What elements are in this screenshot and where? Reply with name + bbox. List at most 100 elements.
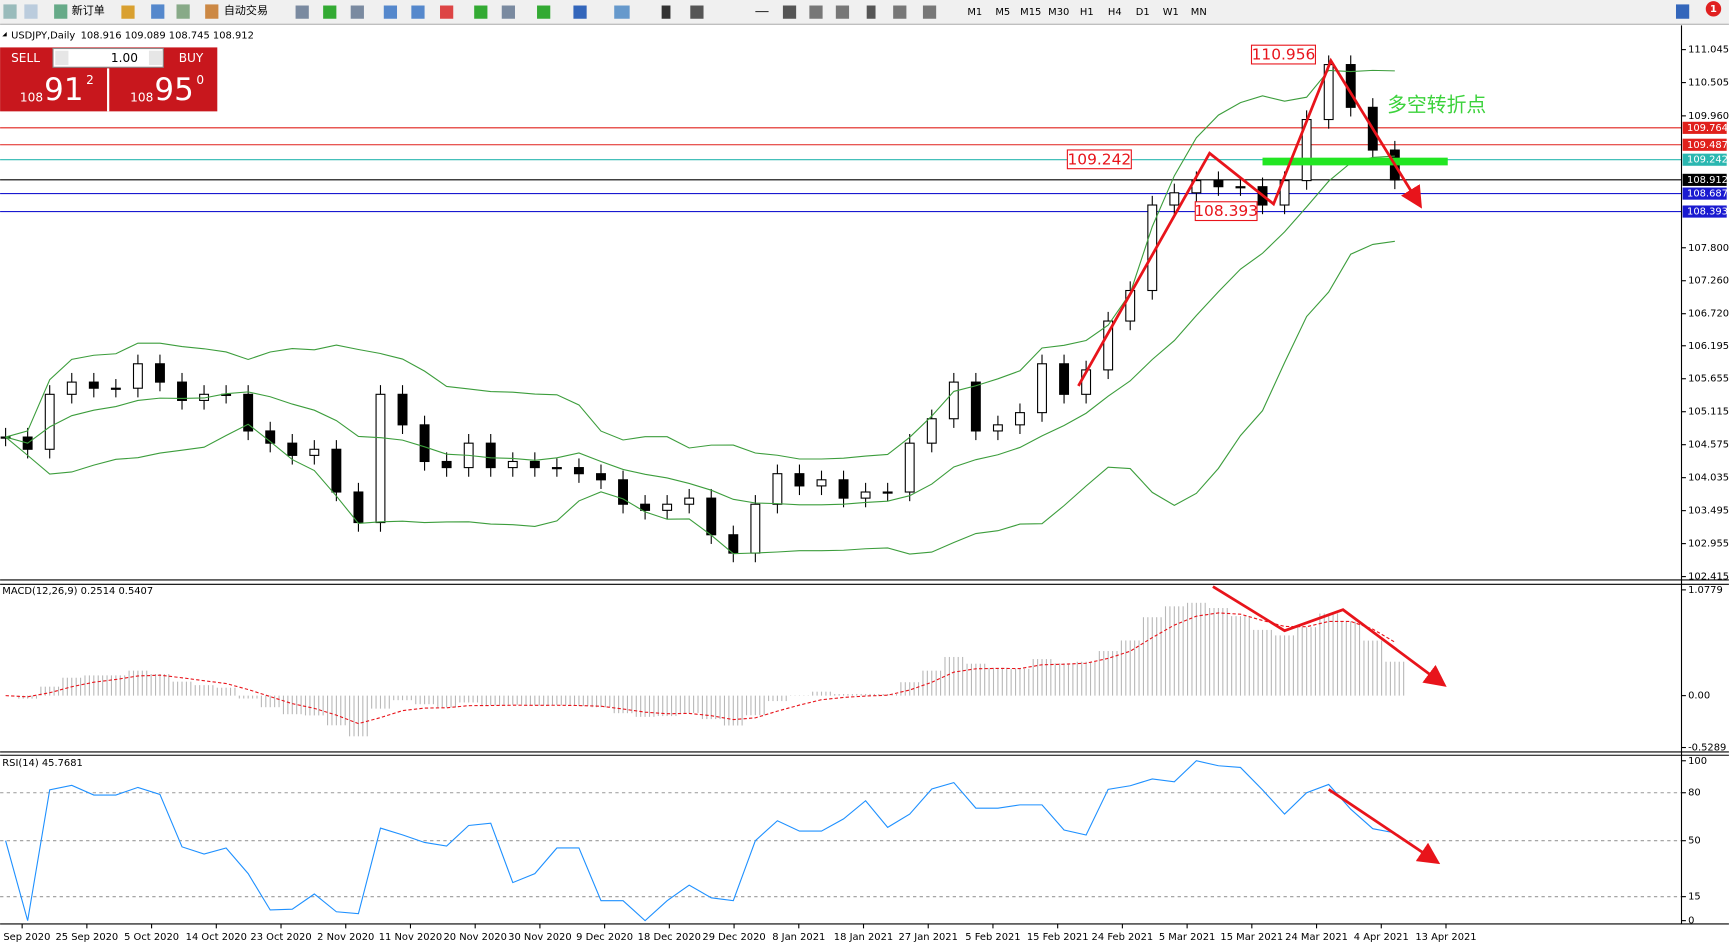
timeframe-button[interactable]: D1 <box>1136 7 1150 18</box>
price-tag-label: 109.487 <box>1687 140 1728 151</box>
timeframe-button[interactable]: H1 <box>1080 7 1094 18</box>
candle <box>573 467 584 475</box>
timeframe-button[interactable]: M15 <box>1020 7 1041 18</box>
buy-price-big[interactable]: 95 <box>154 72 193 108</box>
rsi-label: RSI(14) 45.7681 <box>2 758 83 769</box>
collapse-triangle[interactable] <box>2 31 7 37</box>
y-tick-label: 106.195 <box>1688 341 1729 352</box>
candle <box>243 393 254 432</box>
candle <box>110 387 121 390</box>
timeframe-button[interactable]: M5 <box>995 7 1010 18</box>
candle <box>132 363 143 389</box>
x-tick-label: 15 Mar 2021 <box>1220 932 1283 943</box>
timeframe-button[interactable]: H4 <box>1108 7 1122 18</box>
rsi-tick-label: 100 <box>1688 756 1707 767</box>
candle <box>155 363 165 383</box>
x-tick-label: 24 Mar 2021 <box>1285 932 1348 943</box>
x-tick-label: 23 Oct 2020 <box>250 932 311 943</box>
y-tick-label: 105.655 <box>1688 374 1729 385</box>
price-tag-label: 109.764 <box>1687 123 1728 134</box>
rsi-tick-label: 50 <box>1688 836 1701 847</box>
price-tag <box>1682 205 1727 218</box>
y-tick-label: 110.505 <box>1688 78 1729 89</box>
y-tick-label: 104.575 <box>1688 440 1729 451</box>
one-click-panel: SELL 1.00 BUY 108 91 2 108 95 0 <box>0 47 218 112</box>
timeframe-button[interactable]: M1 <box>967 7 982 18</box>
x-tick-label: 29 Dec 2020 <box>702 932 765 943</box>
candle <box>640 503 651 511</box>
candle <box>706 497 717 536</box>
candle <box>66 381 77 395</box>
auto-trading-button[interactable]: 自动交易 <box>224 3 268 17</box>
candle <box>265 430 276 444</box>
lot-size[interactable]: 1.00 <box>111 51 138 65</box>
timeframe-button[interactable]: W1 <box>1163 7 1179 18</box>
candle <box>1213 180 1224 188</box>
x-tick-label: 15 Feb 2021 <box>1027 932 1089 943</box>
y-tick-label: 107.800 <box>1688 243 1729 254</box>
x-tick-label: 8 Jan 2021 <box>772 932 825 943</box>
candle <box>860 491 871 499</box>
candle <box>992 424 1003 432</box>
x-tick-label: 5 Oct 2020 <box>124 932 179 943</box>
candle <box>596 473 606 481</box>
lot-decrease[interactable] <box>55 50 69 66</box>
sell-button[interactable]: SELL <box>11 51 40 65</box>
macd-signal <box>5 612 1396 725</box>
x-tick-label: 4 Apr 2021 <box>1354 932 1409 943</box>
candle <box>1103 320 1114 371</box>
candle <box>44 393 55 450</box>
buy-button[interactable]: BUY <box>179 51 204 65</box>
price-tag-label: 108.912 <box>1687 175 1728 186</box>
rsi-tick-label: 80 <box>1688 788 1701 799</box>
new-order-button[interactable]: 新订单 <box>72 3 105 17</box>
sell-price-prefix[interactable]: 108 <box>20 91 43 105</box>
sell-price-big[interactable]: 91 <box>44 72 83 108</box>
candle <box>331 448 342 493</box>
candle <box>1015 412 1025 426</box>
candle <box>662 503 673 511</box>
candle <box>177 381 187 401</box>
y-tick-label: 105.115 <box>1688 407 1729 418</box>
toolbar-icons <box>3 4 1690 19</box>
rsi-line <box>5 760 1395 922</box>
candle <box>529 460 540 469</box>
timeframe-button[interactable]: M30 <box>1048 7 1069 18</box>
x-tick-label: 5 Mar 2021 <box>1159 932 1216 943</box>
buy-price-prefix[interactable]: 108 <box>130 91 153 105</box>
timeframe-button[interactable]: MN <box>1191 7 1207 18</box>
peak-label: 110.956 <box>1252 46 1316 64</box>
price-tag <box>1682 121 1727 134</box>
candle <box>1059 363 1070 395</box>
x-tick-label: 5 Feb 2021 <box>965 932 1020 943</box>
x-tick-label: 14 Oct 2020 <box>186 932 247 943</box>
rsi-tick-label: 0 <box>1688 916 1694 927</box>
y-tick-label: 104.035 <box>1688 473 1729 484</box>
x-tick-label: 18 Jan 2021 <box>834 932 893 943</box>
candle <box>1169 192 1180 206</box>
candle <box>618 479 628 505</box>
candle <box>353 491 364 524</box>
x-tick-label: 13 Apr 2021 <box>1415 932 1476 943</box>
x-tick-label: 18 Dec 2020 <box>638 932 701 943</box>
candle <box>816 479 827 487</box>
price-tag-label: 108.393 <box>1687 207 1728 218</box>
x-tick-label: 6 Sep 2020 <box>0 932 50 943</box>
candle <box>1037 363 1047 414</box>
candle <box>948 381 959 420</box>
rsi-tick-label: 15 <box>1688 892 1701 903</box>
price-tag <box>1682 153 1727 166</box>
candle <box>375 393 386 524</box>
y-tick-label: 109.960 <box>1688 111 1729 122</box>
y-tick-label: 103.495 <box>1688 506 1729 517</box>
neck-label-box <box>1066 149 1132 170</box>
notification-badge[interactable] <box>1705 1 1722 17</box>
candle <box>684 497 695 505</box>
x-tick-label: 2 Nov 2020 <box>317 932 374 943</box>
buy-price-small[interactable]: 0 <box>196 73 204 87</box>
y-tick-label: 106.720 <box>1688 309 1729 320</box>
lot-increase[interactable] <box>148 50 163 66</box>
sell-price-small[interactable]: 2 <box>86 73 94 87</box>
